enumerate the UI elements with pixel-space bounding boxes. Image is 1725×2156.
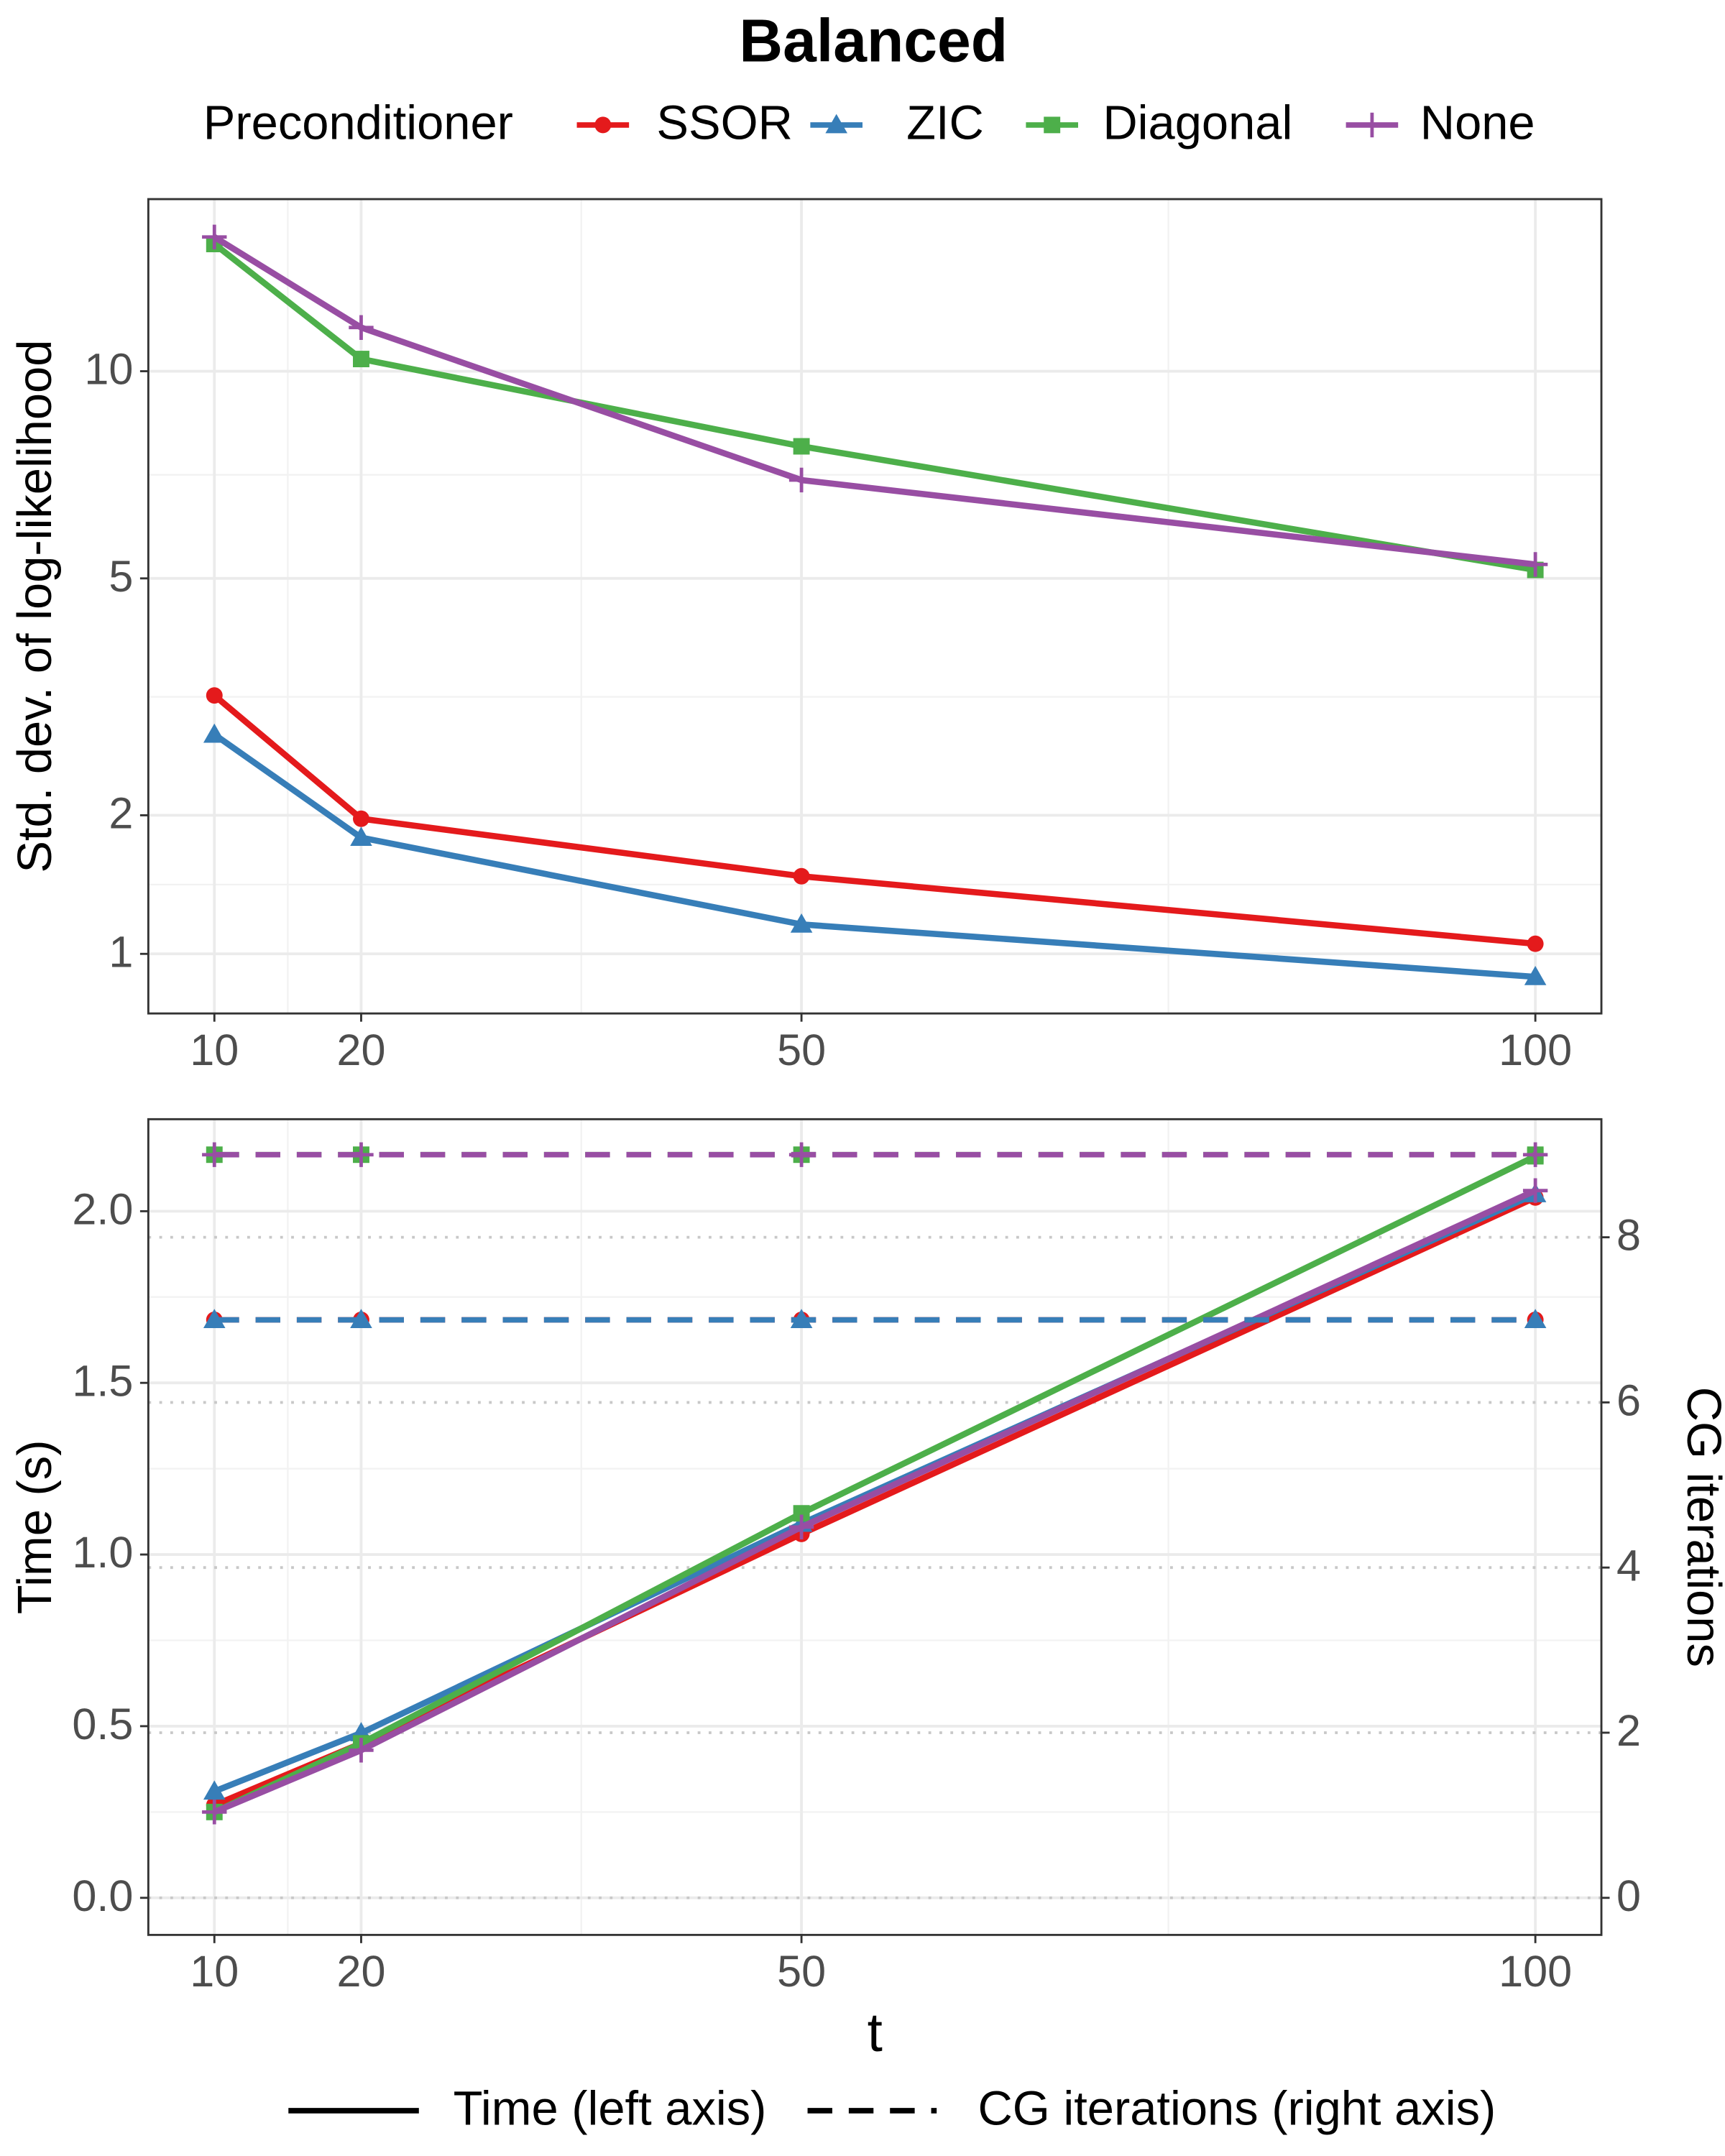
marker	[350, 826, 372, 847]
y-tick-label: 0.5	[72, 1700, 133, 1749]
marker	[594, 116, 612, 134]
panel-border	[147, 198, 1603, 1015]
x-tick-label: 100	[1499, 1947, 1572, 1996]
marker	[788, 1142, 814, 1167]
marker	[349, 315, 374, 340]
y-tick-label: 2.0	[72, 1184, 133, 1233]
y2-tick-label: 4	[1616, 1541, 1641, 1590]
y-tick-label: 2	[109, 789, 133, 838]
y-tick-label: 1.0	[72, 1528, 133, 1577]
marker	[793, 1505, 810, 1522]
legend-title: Preconditioner	[203, 96, 513, 149]
marker	[206, 687, 223, 704]
marker	[1522, 1142, 1548, 1167]
legend-label: CG iterations (right axis)	[978, 2082, 1496, 2136]
marker	[202, 224, 227, 249]
y-tick-label: 1	[109, 927, 133, 976]
x-tick-label: 10	[190, 1026, 239, 1074]
series-line	[213, 234, 1536, 568]
legend-label: None	[1420, 96, 1535, 149]
y-tick-label: 1.5	[72, 1356, 133, 1405]
marker	[203, 1780, 226, 1800]
y2-tick-label: 8	[1616, 1211, 1641, 1260]
marker	[1522, 1178, 1548, 1203]
marker	[202, 1142, 227, 1167]
marker	[353, 810, 369, 827]
title: Balanced	[739, 6, 1008, 74]
marker	[1527, 935, 1544, 952]
x-tick-label: 20	[336, 1026, 385, 1074]
panel-border	[147, 1118, 1603, 1936]
marker	[202, 1800, 227, 1825]
legend-label: Diagonal	[1103, 96, 1292, 149]
marker	[1522, 552, 1548, 577]
series-line	[212, 241, 1536, 573]
legend-label: ZIC	[906, 96, 984, 149]
marker	[203, 723, 226, 743]
y2-axis-title: CG iterations	[1677, 1387, 1725, 1667]
marker	[1524, 965, 1547, 985]
marker	[790, 913, 813, 933]
y-tick-label: 5	[109, 552, 133, 601]
marker	[790, 1309, 813, 1328]
x-tick-label: 100	[1499, 1026, 1572, 1074]
y2-tick-label: 0	[1616, 1871, 1641, 1920]
series-line	[213, 1153, 1537, 1815]
x-tick-label: 50	[777, 1026, 826, 1074]
x-tick-label: 20	[336, 1947, 385, 1996]
marker	[203, 1309, 226, 1328]
marker	[1359, 112, 1385, 138]
y-axis-title: Time (s)	[8, 1440, 62, 1615]
y-tick-label: 0.0	[72, 1871, 133, 1920]
series-line	[213, 1187, 1537, 1815]
marker	[788, 467, 814, 493]
panel	[148, 199, 1602, 1014]
marker	[1524, 1309, 1547, 1328]
marker	[350, 1309, 372, 1328]
y2-tick-label: 6	[1616, 1376, 1641, 1424]
x-tick-label: 50	[777, 1947, 826, 1996]
panel	[148, 1119, 1602, 1935]
marker	[825, 114, 847, 134]
marker	[788, 1514, 814, 1540]
series-line	[212, 732, 1536, 980]
marker	[793, 867, 810, 885]
marker	[353, 351, 369, 368]
y2-tick-label: 2	[1616, 1706, 1641, 1755]
x-tick-label: 10	[190, 1947, 239, 1996]
marker	[1044, 116, 1061, 134]
marker	[793, 438, 810, 455]
series-line	[212, 693, 1536, 947]
marker	[349, 1738, 374, 1763]
legend-label: SSOR	[656, 96, 792, 149]
y-axis-title: Std. dev. of log-likelihood	[8, 340, 62, 873]
legend-label: Time (left axis)	[454, 2082, 767, 2136]
marker	[349, 1142, 374, 1167]
x-axis-title: t	[868, 2002, 883, 2063]
y-tick-label: 10	[84, 345, 133, 394]
